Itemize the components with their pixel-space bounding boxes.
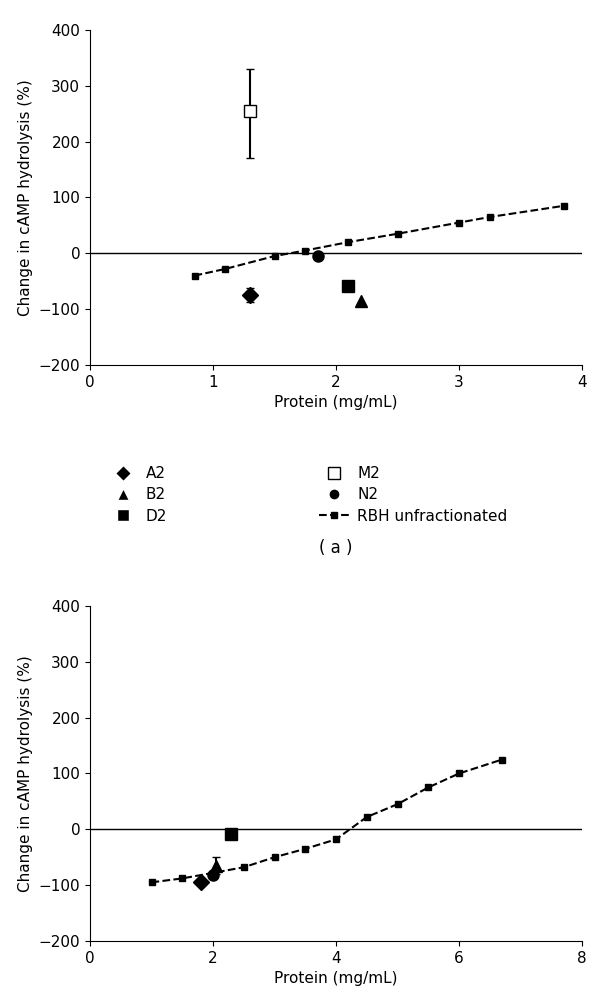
Legend: M2, N2, RBH unfractionated: M2, N2, RBH unfractionated	[319, 466, 508, 524]
X-axis label: Protein (mg/mL): Protein (mg/mL)	[274, 971, 398, 986]
Y-axis label: Change in cAMP hydrolysis (%): Change in cAMP hydrolysis (%)	[18, 655, 33, 892]
Y-axis label: Change in cAMP hydrolysis (%): Change in cAMP hydrolysis (%)	[18, 79, 33, 316]
Text: ( a ): ( a )	[319, 540, 353, 558]
X-axis label: Protein (mg/mL): Protein (mg/mL)	[274, 395, 398, 410]
